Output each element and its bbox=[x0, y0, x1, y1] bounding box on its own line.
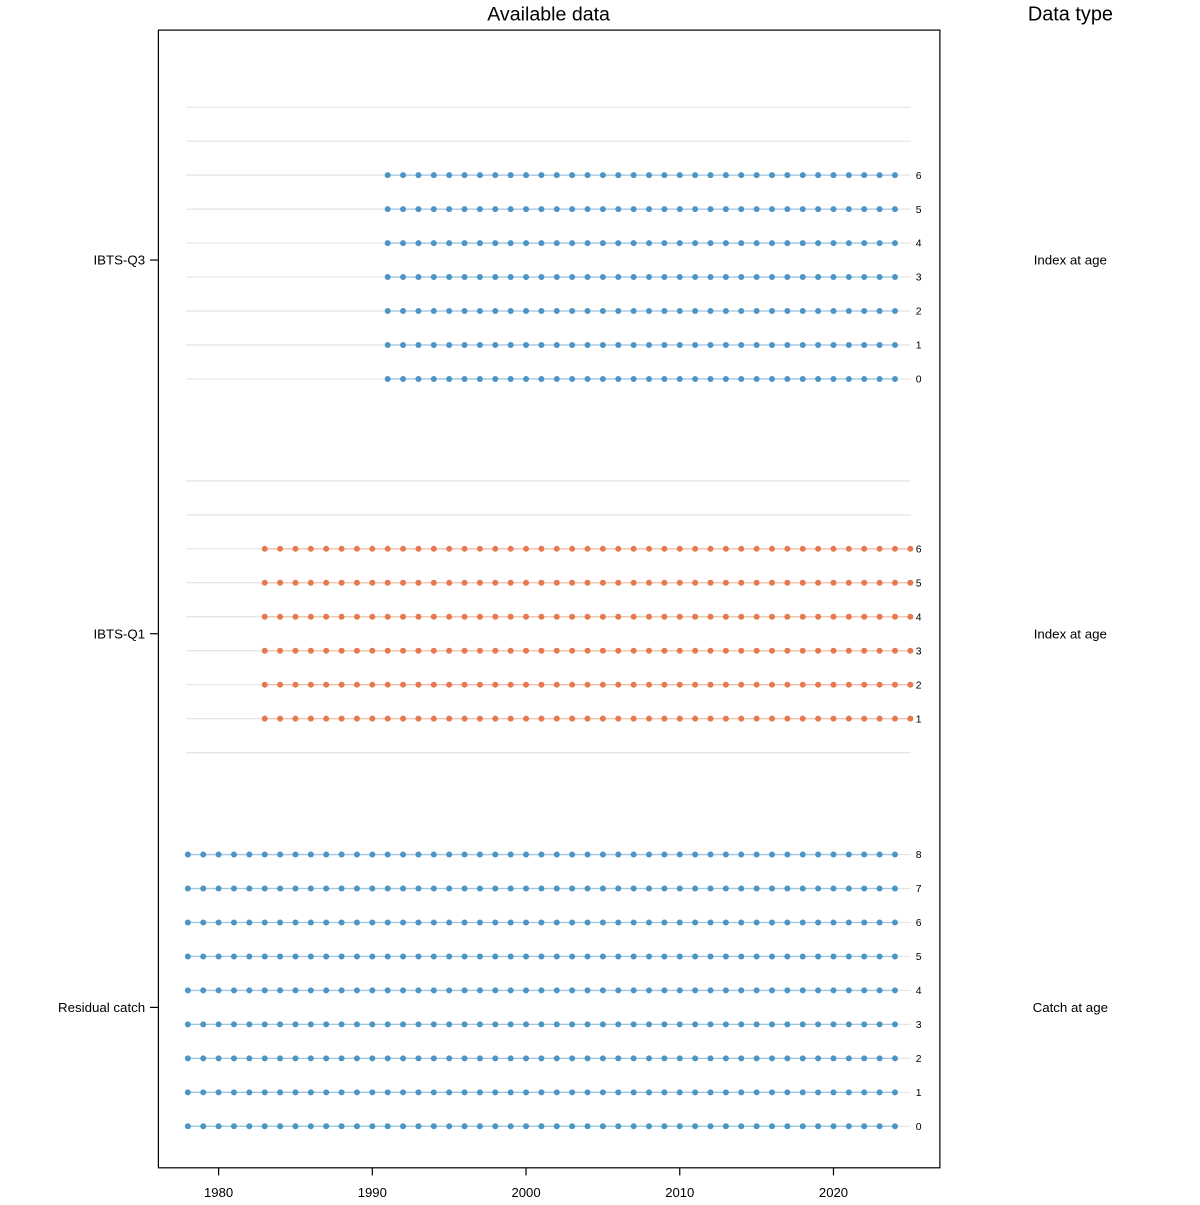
svg-text:Data type: Data type bbox=[1028, 3, 1113, 25]
svg-text:5: 5 bbox=[916, 205, 922, 216]
svg-text:Catch at age: Catch at age bbox=[1033, 1000, 1108, 1015]
svg-text:5: 5 bbox=[916, 578, 922, 589]
svg-text:4: 4 bbox=[916, 612, 922, 623]
svg-text:4: 4 bbox=[916, 239, 922, 250]
svg-text:0: 0 bbox=[916, 375, 922, 386]
svg-text:Available data: Available data bbox=[487, 3, 610, 25]
svg-text:2: 2 bbox=[916, 680, 922, 691]
svg-text:2: 2 bbox=[916, 307, 922, 318]
svg-text:2020: 2020 bbox=[819, 1185, 848, 1200]
svg-text:5: 5 bbox=[916, 952, 922, 963]
svg-text:2010: 2010 bbox=[665, 1185, 694, 1200]
svg-text:1: 1 bbox=[916, 1088, 922, 1099]
svg-text:2000: 2000 bbox=[511, 1185, 540, 1200]
svg-text:1990: 1990 bbox=[358, 1185, 387, 1200]
svg-text:3: 3 bbox=[916, 1020, 922, 1031]
svg-text:IBTS-Q3: IBTS-Q3 bbox=[93, 253, 145, 268]
svg-text:1980: 1980 bbox=[204, 1185, 233, 1200]
svg-text:Index at age: Index at age bbox=[1034, 253, 1107, 268]
svg-text:Residual catch: Residual catch bbox=[58, 1000, 145, 1015]
svg-text:7: 7 bbox=[916, 884, 922, 895]
svg-text:6: 6 bbox=[916, 918, 922, 929]
svg-text:8: 8 bbox=[916, 850, 922, 861]
svg-text:1: 1 bbox=[916, 341, 922, 352]
svg-text:1: 1 bbox=[916, 714, 922, 725]
svg-text:3: 3 bbox=[916, 273, 922, 284]
svg-text:IBTS-Q1: IBTS-Q1 bbox=[93, 626, 145, 641]
svg-text:6: 6 bbox=[916, 171, 922, 182]
svg-text:6: 6 bbox=[916, 544, 922, 555]
svg-text:4: 4 bbox=[916, 986, 922, 997]
svg-text:Index at age: Index at age bbox=[1034, 626, 1107, 641]
svg-text:2: 2 bbox=[916, 1054, 922, 1065]
svg-text:0: 0 bbox=[916, 1122, 922, 1133]
svg-text:3: 3 bbox=[916, 646, 922, 657]
